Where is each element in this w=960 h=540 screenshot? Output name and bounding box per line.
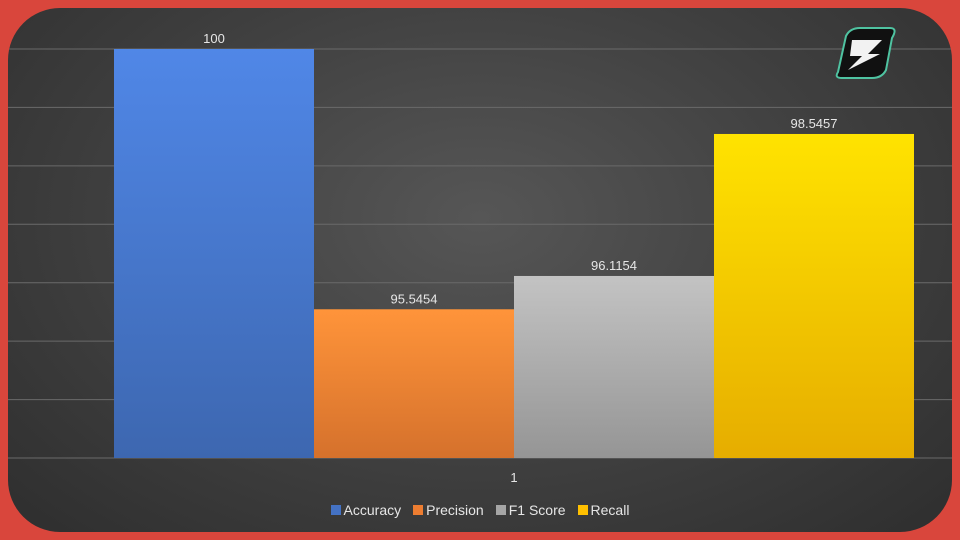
legend-swatch	[330, 505, 341, 515]
legend-label: Precision	[426, 502, 484, 518]
bar-f1-score	[514, 275, 714, 458]
legend-item: Precision	[413, 502, 484, 518]
legend-swatch	[413, 505, 424, 515]
data-label: 96.1154	[591, 258, 637, 273]
legend-label: Recall	[590, 502, 630, 518]
legend-label: F1 Score	[508, 502, 566, 518]
data-labels: 100 95.5454 96.1154 98.5457	[203, 31, 837, 306]
bar-accuracy	[114, 49, 314, 458]
legend-item: F1 Score	[495, 502, 566, 518]
bar-precision	[314, 309, 514, 458]
data-label: 98.5457	[791, 116, 838, 131]
legend-item: Recall	[577, 502, 630, 518]
legend: Accuracy Precision F1 Score Recall	[8, 502, 952, 518]
legend-swatch	[495, 505, 506, 515]
x-axis-ticks: 1	[510, 470, 517, 485]
brand-logo-icon	[835, 27, 896, 79]
bars	[114, 49, 914, 459]
bar-recall	[714, 133, 914, 459]
bar-chart: 100 95.5454 96.1154 98.5457 1	[8, 31, 952, 485]
x-tick-label: 1	[510, 470, 517, 485]
legend-item: Accuracy	[330, 502, 402, 518]
chart-frame: 100 95.5454 96.1154 98.5457 1 Accuracy Preci…	[8, 8, 952, 532]
data-label: 100	[203, 31, 225, 46]
legend-swatch	[577, 505, 588, 515]
data-label: 95.5454	[391, 291, 438, 306]
legend-label: Accuracy	[343, 502, 402, 518]
